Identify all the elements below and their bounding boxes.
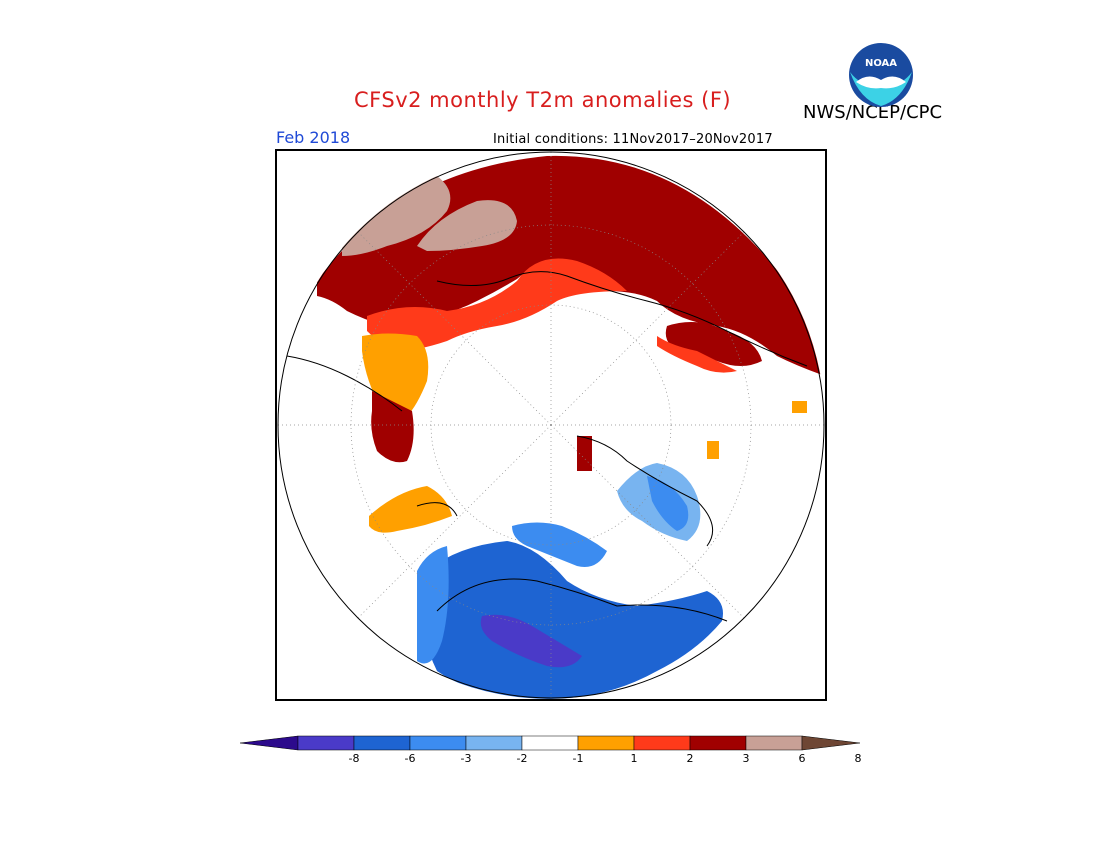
colorbar-tick-label: 8 [854, 752, 862, 765]
colorbar-swatch [745, 735, 803, 751]
logo-text: NOAA [865, 58, 897, 69]
graticule [277, 151, 825, 699]
coastline [286, 271, 808, 622]
map-disk-outline [277, 151, 825, 699]
colorbar-tick-label: -2 [516, 752, 528, 765]
region-east-asia-warm [665, 322, 762, 366]
colorbar-tick-label: 2 [686, 752, 694, 765]
colorbar-swatch [409, 735, 467, 751]
region-far-north-warmest [342, 176, 451, 256]
region-arctic-canada-cold [512, 522, 607, 567]
region-pacific-warm-spot [792, 401, 807, 413]
colorbar-tick-label: 6 [798, 752, 806, 765]
colorbar-swatch [521, 735, 579, 751]
colorbar-tick-label: 3 [742, 752, 750, 765]
colorbar-arrow-low [240, 735, 299, 751]
colorbar-arrow-high [801, 735, 861, 751]
region-alaska-colder [647, 476, 689, 531]
noaa-logo-icon: NOAA [849, 43, 913, 107]
region-europe-warm [367, 258, 627, 351]
region-atlantic-warm [369, 486, 452, 533]
region-east-warm-spot [707, 441, 719, 459]
colorbar-swatch [577, 735, 635, 751]
colorbar-swatch [353, 735, 411, 751]
map-title: CFSv2 monthly T2m anomalies (F) [354, 88, 732, 112]
colorbar-swatch [633, 735, 691, 751]
region-greenland-warm [371, 391, 414, 463]
forecast-period: Feb 2018 [276, 128, 351, 147]
polar-map [275, 149, 827, 701]
colorbar-tick-label: -8 [348, 752, 360, 765]
region-north-america-cold [423, 541, 723, 699]
colorbar-swatch [689, 735, 747, 751]
colorbar-swatch [297, 735, 355, 751]
colorbar-tick-label: -1 [572, 752, 584, 765]
agency-label: NWS/NCEP/CPC [803, 102, 943, 123]
region-far-north-warmest-b [417, 200, 517, 251]
colorbar-swatch [465, 735, 523, 751]
region-north-america-cold-light [417, 546, 449, 664]
region-east-asia-red [657, 336, 737, 373]
colorbar-tick-label: 1 [630, 752, 638, 765]
initial-conditions: Initial conditions: 11Nov2017–20Nov2017 [493, 132, 773, 147]
colorbar [240, 735, 861, 751]
colorbar-tick-label: -3 [460, 752, 472, 765]
colorbar-tick-label: -6 [404, 752, 416, 765]
region-canada-coldest [480, 614, 582, 668]
